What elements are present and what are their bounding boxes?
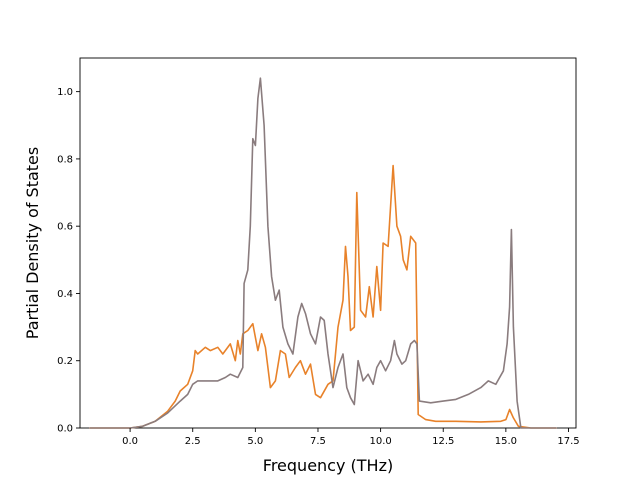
series-line-2 (89, 77, 557, 429)
y-axis: 0.0 0.2 0.4 0.6 0.8 1.0 (57, 87, 80, 435)
x-tick-label: 0.0 (122, 436, 138, 447)
x-axis: 0.0 2.5 5.0 7.5 10.0 12.5 15.0 17.5 (122, 428, 580, 447)
plot-area (79, 57, 577, 429)
x-tick-label: 7.5 (310, 436, 326, 447)
plot-frame (79, 57, 577, 429)
x-tick-label: 2.5 (185, 436, 201, 447)
x-tick-label: 10.0 (369, 436, 391, 447)
x-tick-label: 12.5 (432, 436, 454, 447)
y-tick-label: 0.8 (57, 154, 73, 165)
y-tick-label: 0.4 (57, 289, 73, 300)
y-tick-label: 0.6 (57, 222, 73, 233)
series-line-1 (89, 164, 557, 429)
y-tick-label: 1.0 (57, 87, 73, 98)
y-axis-label: Partial Density of States (23, 147, 42, 339)
y-tick-label: 0.0 (57, 424, 73, 435)
x-tick-label: 5.0 (247, 436, 263, 447)
x-tick-label: 15.0 (495, 436, 517, 447)
y-tick-label: 0.2 (57, 356, 73, 367)
x-axis-label: Frequency (THz) (263, 456, 393, 475)
x-tick-label: 17.5 (557, 436, 579, 447)
series-layer (89, 77, 557, 429)
